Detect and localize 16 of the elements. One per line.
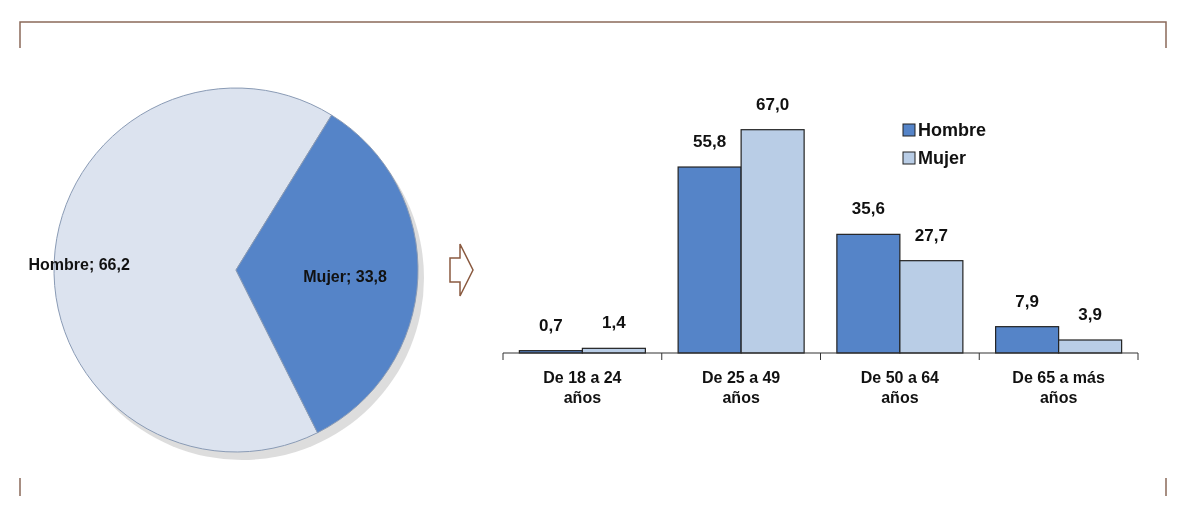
data-label: 1,4 (602, 313, 627, 333)
x-tick-label: De 18 a 24 años (543, 369, 622, 406)
data-label: 3,9 (1078, 305, 1102, 324)
data-label: 35,6 (851, 199, 885, 219)
x-tick-label: De 65 a más años (1012, 369, 1105, 406)
data-label: 67,0 (756, 94, 790, 114)
x-tick-label: De 50 a 64 años (860, 369, 940, 406)
slice-label: Hombre; 66,2 (28, 255, 130, 273)
data-label: 7,9 (1015, 291, 1039, 311)
x-tick-label: De 25 a 49 años (701, 369, 781, 406)
slice-label: Mujer; 33,8 (303, 268, 387, 286)
data-label: 0,7 (539, 315, 563, 335)
data-label: 55,8 (693, 132, 727, 152)
legend-label: Hombre (918, 120, 987, 140)
data-label: 27,7 (914, 225, 948, 245)
legend-label: Mujer (918, 148, 967, 168)
